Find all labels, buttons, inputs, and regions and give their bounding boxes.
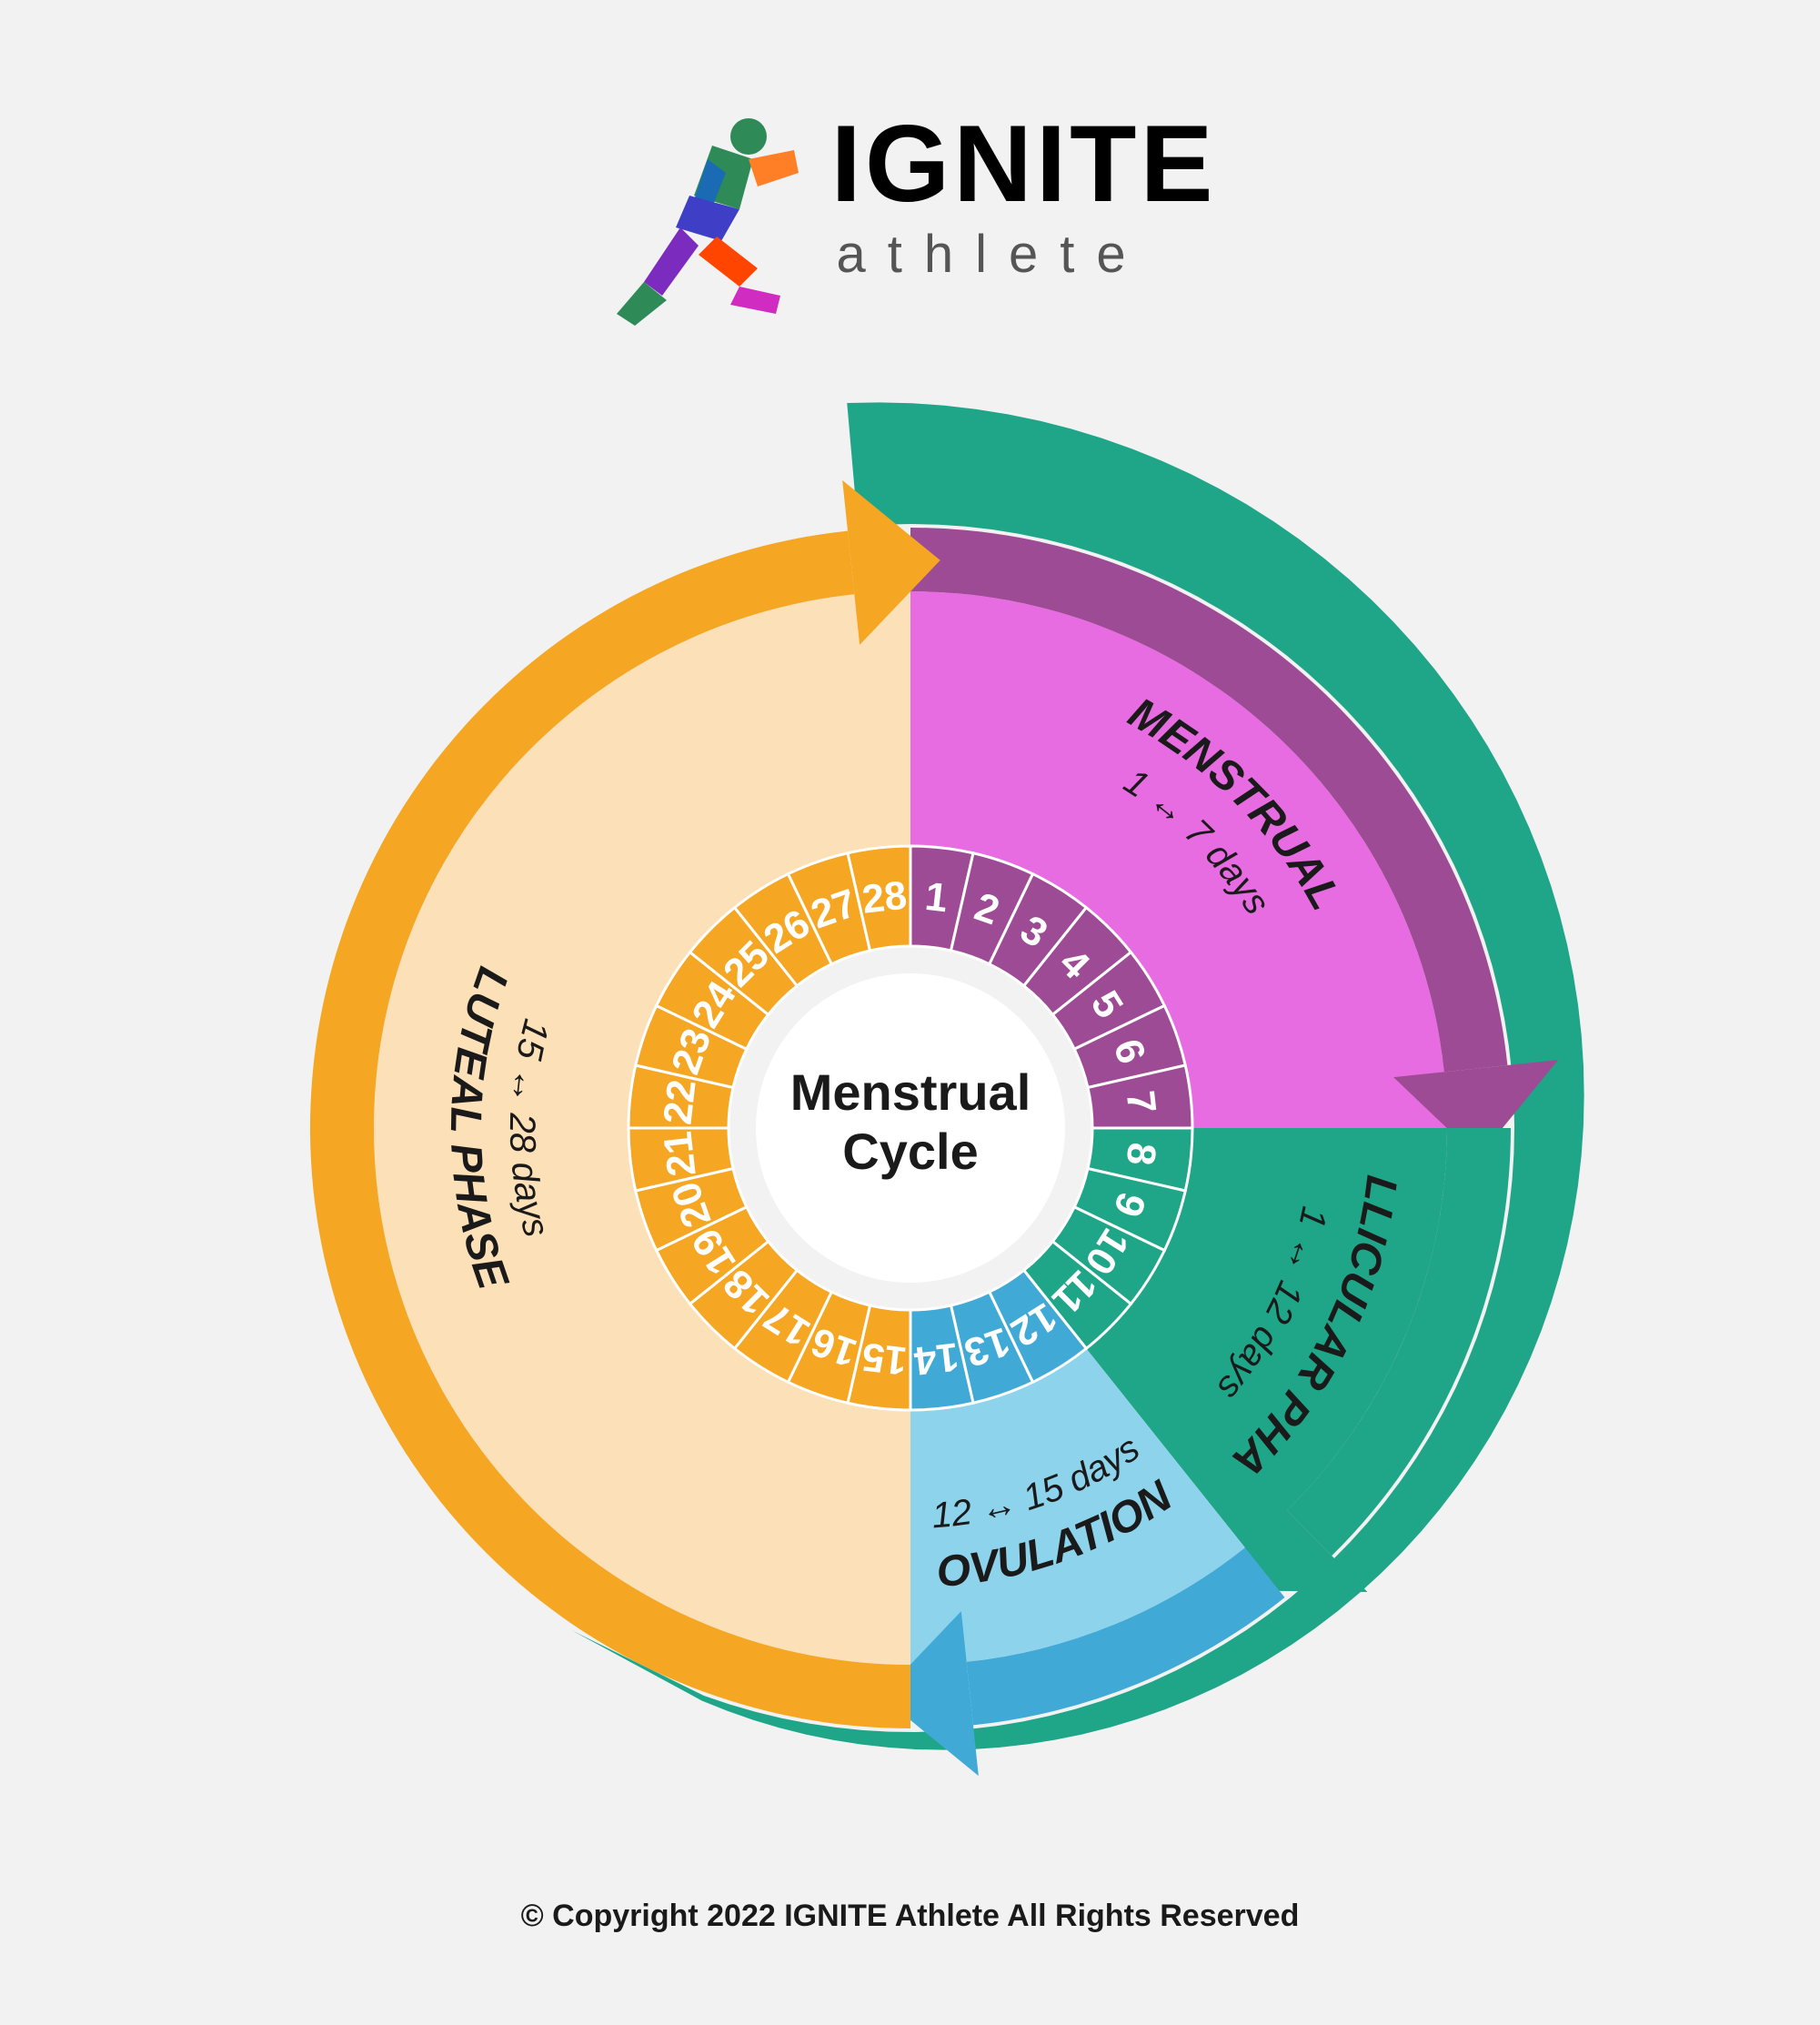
day-number-28: 28 <box>860 873 909 922</box>
logo-block: IGNITE athlete <box>0 109 1820 332</box>
day-number-14: 14 <box>910 1334 960 1383</box>
day-number-21: 21 <box>655 1129 704 1178</box>
copyright-text: © Copyright 2022 IGNITE Athlete All Righ… <box>0 1899 1820 1934</box>
logo-subtitle: athlete <box>836 224 1147 285</box>
page-container: IGNITE athlete 1234567891011121314151617… <box>0 0 1820 2025</box>
logo-word: IGNITE <box>830 109 1216 218</box>
day-number-15: 15 <box>860 1334 909 1383</box>
cycle-wheel-diagram: 1234567891011121314151617181920212223242… <box>183 400 1638 1856</box>
center-title-line1: Menstrual <box>789 1063 1031 1121</box>
center-title-line2: Cycle <box>842 1123 978 1180</box>
day-number-22: 22 <box>655 1077 704 1126</box>
runner-icon <box>603 109 803 327</box>
